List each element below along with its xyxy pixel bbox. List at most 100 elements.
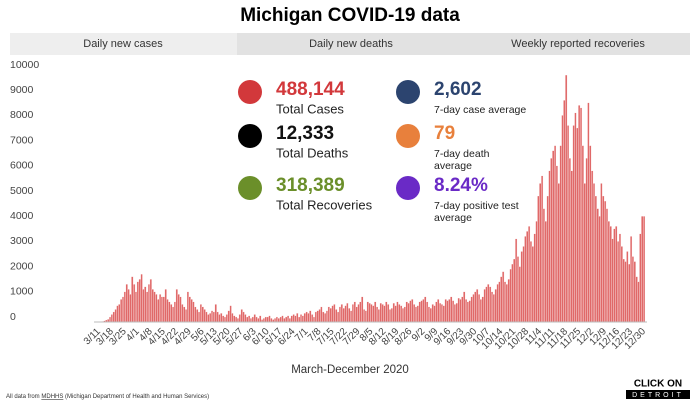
stat-label: Total Cases <box>276 101 344 116</box>
bar <box>472 294 475 323</box>
stat-icon <box>396 80 420 104</box>
bar <box>192 301 195 323</box>
bar <box>314 311 317 323</box>
bar <box>489 286 492 323</box>
bar <box>609 226 612 323</box>
bar <box>639 233 642 323</box>
bar <box>570 170 573 323</box>
bar <box>249 318 253 323</box>
bar <box>363 309 366 323</box>
bar <box>177 294 180 323</box>
bar <box>350 310 353 323</box>
bar <box>346 302 349 323</box>
bar <box>427 306 431 323</box>
bar <box>628 263 631 323</box>
tab-label[interactable]: Daily new cases <box>83 38 163 50</box>
logo: CLICK ON <box>634 379 682 390</box>
bar <box>448 299 451 323</box>
bar <box>617 241 620 323</box>
bar <box>114 309 117 323</box>
bar <box>439 302 442 323</box>
bar <box>461 296 464 323</box>
bar <box>620 246 623 323</box>
bar <box>444 299 447 323</box>
bar <box>542 208 546 323</box>
bar <box>559 145 562 323</box>
bar <box>153 291 156 323</box>
bar <box>607 221 610 323</box>
bar <box>414 306 418 323</box>
bar <box>426 301 429 323</box>
stat-value: 488,144 <box>276 79 345 100</box>
bar <box>335 309 338 323</box>
bar <box>194 306 197 323</box>
bar <box>526 231 529 323</box>
bar <box>162 296 165 323</box>
page-title: Michigan COVID-19 data <box>240 5 460 26</box>
bar <box>279 316 282 323</box>
bar <box>244 314 247 323</box>
bar <box>544 221 547 323</box>
bar <box>596 208 599 323</box>
tab-bg[interactable] <box>237 33 690 55</box>
bar <box>466 301 469 323</box>
bar <box>205 311 208 323</box>
bar <box>307 313 310 323</box>
bar <box>210 310 214 323</box>
bar <box>604 200 607 323</box>
bar <box>257 318 260 323</box>
bar <box>592 183 596 323</box>
bar <box>342 307 345 323</box>
stat-label-line: 7-day death <box>434 148 490 160</box>
tab-label[interactable]: Weekly reported recoveries <box>511 38 645 50</box>
tab-bg[interactable] <box>10 33 237 55</box>
bar <box>121 296 125 323</box>
bar <box>172 306 175 323</box>
bar <box>605 208 609 323</box>
bar <box>110 314 113 323</box>
bar <box>583 183 586 323</box>
bar <box>422 299 425 323</box>
bar <box>133 284 136 323</box>
bar <box>492 294 495 323</box>
stat-icon <box>238 176 262 200</box>
bar <box>550 158 553 323</box>
bar <box>329 307 332 323</box>
bar <box>242 311 245 323</box>
bar <box>446 300 449 323</box>
bar <box>563 100 566 323</box>
bar <box>147 284 151 323</box>
bar <box>181 304 184 323</box>
bar <box>494 289 497 323</box>
bar <box>118 304 121 323</box>
bar <box>222 315 225 323</box>
bar <box>229 305 232 323</box>
bar <box>223 316 227 323</box>
bar <box>411 299 414 323</box>
bar <box>591 170 594 323</box>
bar <box>531 246 534 323</box>
bar <box>183 306 186 323</box>
bar <box>248 315 251 323</box>
stat-icon <box>396 124 420 148</box>
bar <box>381 304 384 323</box>
bar <box>637 281 640 323</box>
bar <box>600 183 603 323</box>
bar <box>579 107 583 323</box>
tab-label[interactable]: Daily new deaths <box>309 38 393 50</box>
bar <box>522 246 525 323</box>
bar <box>368 302 371 323</box>
bar <box>437 299 440 323</box>
bar <box>233 315 236 323</box>
y-tick-label: 2000 <box>10 260 34 272</box>
bar <box>535 221 538 323</box>
bar <box>173 301 177 323</box>
bar <box>450 296 453 323</box>
bar <box>400 305 403 323</box>
bar <box>589 145 592 323</box>
logo-band <box>626 390 690 399</box>
bar <box>262 318 266 323</box>
bar <box>565 74 568 323</box>
bar <box>500 276 503 323</box>
bar <box>457 297 460 323</box>
